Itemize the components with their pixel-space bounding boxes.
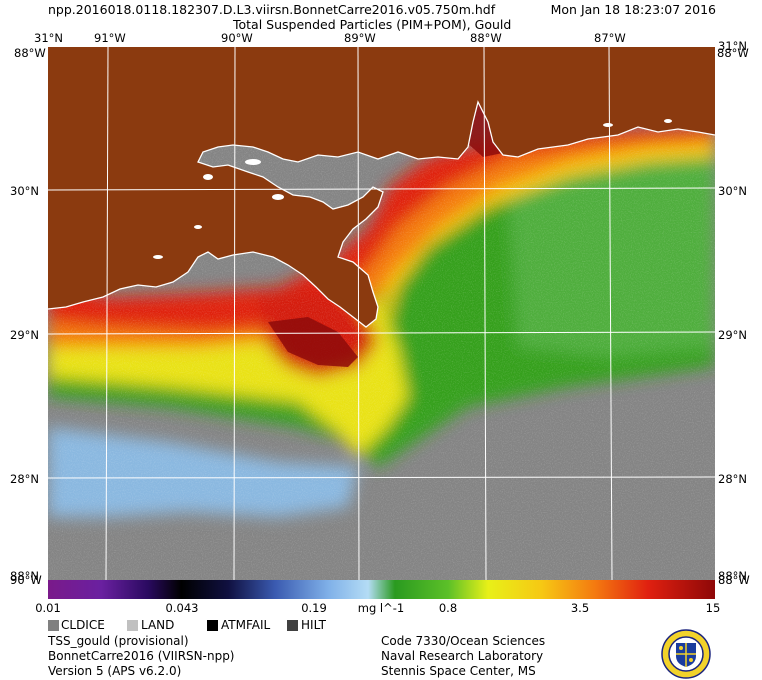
lon-label-89w-top: 89°W [344,31,376,45]
graticule [48,47,715,580]
legend-label-hilt: HILT [301,618,326,632]
colorbar-tick-4: 3.5 [570,601,590,615]
land [48,47,715,327]
colorbar-tick-1: 0.043 [165,601,199,615]
lat-label-29n-right: 29°N [718,328,747,342]
coastline [48,100,715,328]
nrl-seal-logo [661,629,711,679]
lon-label-90w-top: 90°W [221,31,253,45]
footer-right-line-2: Naval Research Laboratory [381,649,544,663]
tss-map [48,47,715,580]
lat-label-30n-right: 30°N [718,184,747,198]
footer-right-line-1: Code 7330/Ocean Sciences [381,634,546,648]
legend-label-cldice: CLDICE [61,618,105,632]
lat-label-28n-right: 28°N [718,472,747,486]
lon-label-91w-top: 91°W [94,31,126,45]
lat-label-30n-left: 30°N [10,184,39,198]
legend-swatch-atmfail [207,620,218,631]
lat-label-bottom-right: 88°N [718,569,747,583]
lon-label-left-top: 88°W [14,46,46,60]
colorbar-tick-5: 15 [705,601,721,615]
lon-label-right-top: 88°W [717,46,749,60]
lat-label-top-left: 31°N [34,31,63,45]
lon-label-88w-top: 88°W [470,31,502,45]
footer-left-line-2: BonnetCarre2016 (VIIRSN-npp) [48,649,235,663]
colorbar-tick-2: 0.19 [301,601,327,615]
lon-label-bottom-right: 88°W [718,573,750,587]
colorbar-units: mg l^-1 [357,601,405,615]
lat-label-28n-left: 28°N [10,472,39,486]
footer-right-line-3: Stennis Space Center, MS [381,664,536,678]
product-title: Total Suspended Particles (PIM+POM), Gou… [233,17,512,32]
colorbar-tick-0: 0.01 [35,601,61,615]
lon-label-87w-top: 87°W [594,31,626,45]
legend-swatch-hilt [287,620,298,631]
footer-left-line-3: Version 5 (APS v6.2.0) [48,664,182,678]
timestamp: Mon Jan 18 18:23:07 2016 [550,2,716,17]
legend-swatch-cldice [48,620,59,631]
footer-left-line-1: TSS_gould (provisional) [48,634,189,648]
inland-water-specks [153,119,672,259]
lat-label-bottom-left: 88°N [10,569,39,583]
lat-label-top-right: 31°N [718,39,747,53]
lon-label-bottom-left: 90°W [10,573,42,587]
legend-swatch-land [127,620,138,631]
file-name: npp.2016018.0118.182307.D.L3.viirsn.Bonn… [48,2,496,17]
legend-label-land: LAND [141,618,175,632]
lat-label-29n-left: 29°N [10,328,39,342]
legend-label-atmfail: ATMFAIL [221,618,271,632]
colorbar [48,580,715,599]
colorbar-tick-3: 0.8 [438,601,458,615]
